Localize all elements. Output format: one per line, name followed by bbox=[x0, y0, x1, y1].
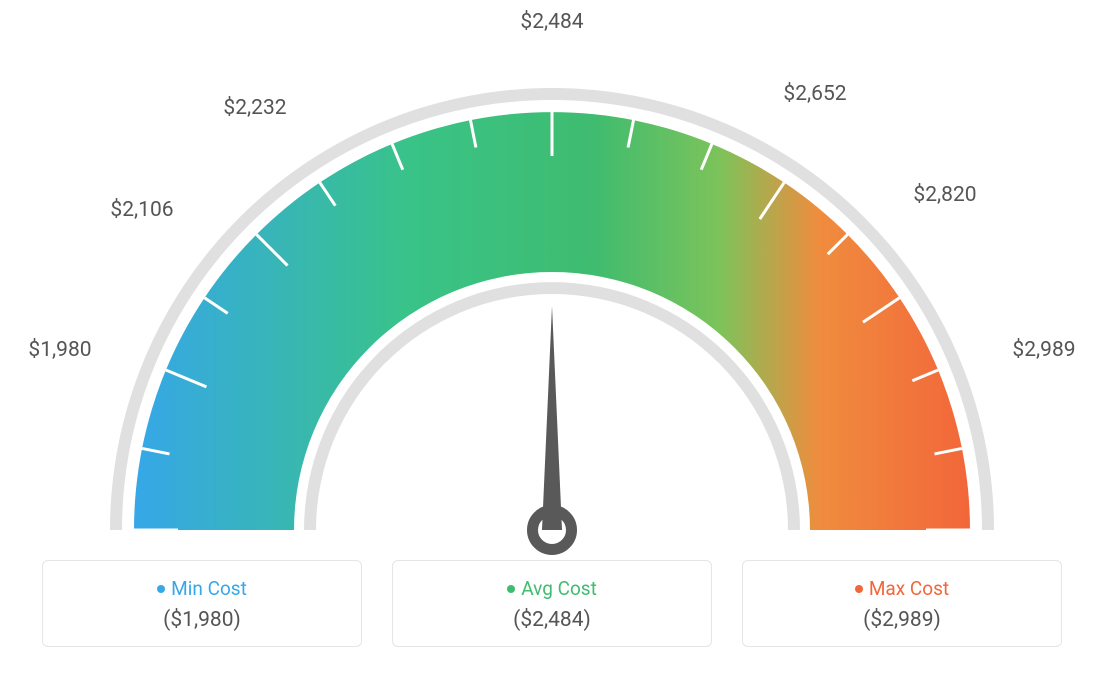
gauge-tick-label: $2,232 bbox=[223, 96, 286, 120]
legend-value-avg: ($2,484) bbox=[403, 608, 701, 632]
legend-card-max: Max Cost ($2,989) bbox=[742, 560, 1062, 647]
gauge-chart: $1,980 $2,106 $2,232 $2,484 $2,652 $2,820 $2,9… bbox=[0, 0, 1104, 560]
dot-icon-min bbox=[157, 585, 165, 593]
legend-title-text-max: Max Cost bbox=[869, 577, 949, 600]
dot-icon-max bbox=[855, 585, 863, 593]
legend-row: Min Cost ($1,980) Avg Cost ($2,484) Max … bbox=[0, 560, 1104, 647]
legend-title-text-min: Min Cost bbox=[171, 577, 247, 600]
legend-title-text-avg: Avg Cost bbox=[521, 577, 597, 600]
legend-value-min: ($1,980) bbox=[53, 608, 351, 632]
legend-card-avg: Avg Cost ($2,484) bbox=[392, 560, 712, 647]
gauge-tick-label: $1,980 bbox=[28, 338, 91, 362]
gauge-tick-label: $2,106 bbox=[110, 198, 173, 222]
gauge-tick-label: $2,652 bbox=[783, 82, 846, 106]
legend-value-max: ($2,989) bbox=[753, 608, 1051, 632]
legend-title-max: Max Cost bbox=[753, 577, 1051, 600]
gauge-tick-label: $2,484 bbox=[520, 10, 583, 34]
legend-title-min: Min Cost bbox=[53, 577, 351, 600]
legend-card-min: Min Cost ($1,980) bbox=[42, 560, 362, 647]
legend-title-avg: Avg Cost bbox=[403, 577, 701, 600]
dot-icon-avg bbox=[507, 585, 515, 593]
gauge-tick-label: $2,820 bbox=[913, 183, 976, 207]
gauge-tick-label: $2,989 bbox=[1012, 338, 1075, 362]
gauge-svg bbox=[0, 0, 1104, 560]
